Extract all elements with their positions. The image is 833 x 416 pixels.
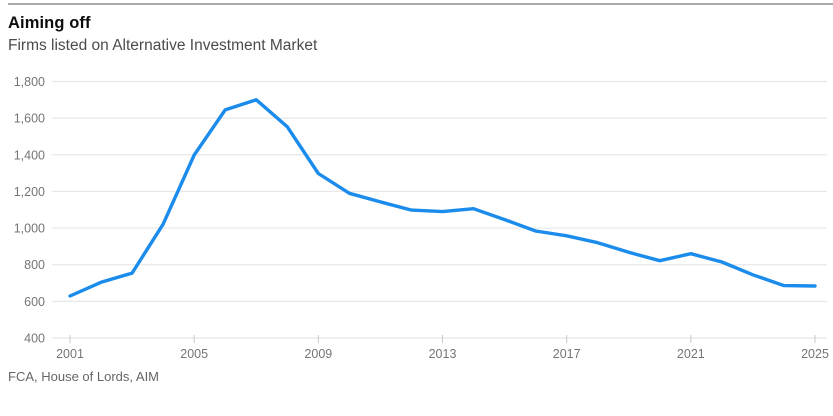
y-axis-label: 1,000: [14, 222, 45, 236]
y-axis-label: 1,400: [14, 148, 45, 162]
x-axis-label: 2017: [553, 347, 581, 361]
top-rule: [8, 3, 833, 5]
y-axis-label: 800: [24, 258, 45, 272]
chart-title: Aiming off: [8, 14, 91, 32]
y-axis-label: 400: [24, 332, 45, 346]
x-axis-label: 2009: [304, 347, 332, 361]
y-axis-label: 1,800: [14, 75, 45, 89]
data-line: [68, 98, 817, 298]
source-note: FCA, House of Lords, AIM: [8, 369, 160, 384]
x-axis-label: 2021: [677, 347, 705, 361]
chart-header: Aiming off Firms listed on Alternative I…: [8, 12, 317, 56]
y-axis-label: 600: [24, 295, 45, 309]
chart-subtitle: Firms listed on Alternative Investment M…: [8, 37, 318, 54]
x-axis-label: 2025: [801, 347, 829, 361]
x-axis-label: 2005: [180, 347, 208, 361]
x-axis-label: 2001: [56, 347, 84, 361]
x-axis-label: 2013: [429, 347, 457, 361]
y-axis-label: 1,600: [14, 112, 45, 126]
y-axis-label: 1,200: [14, 185, 45, 199]
